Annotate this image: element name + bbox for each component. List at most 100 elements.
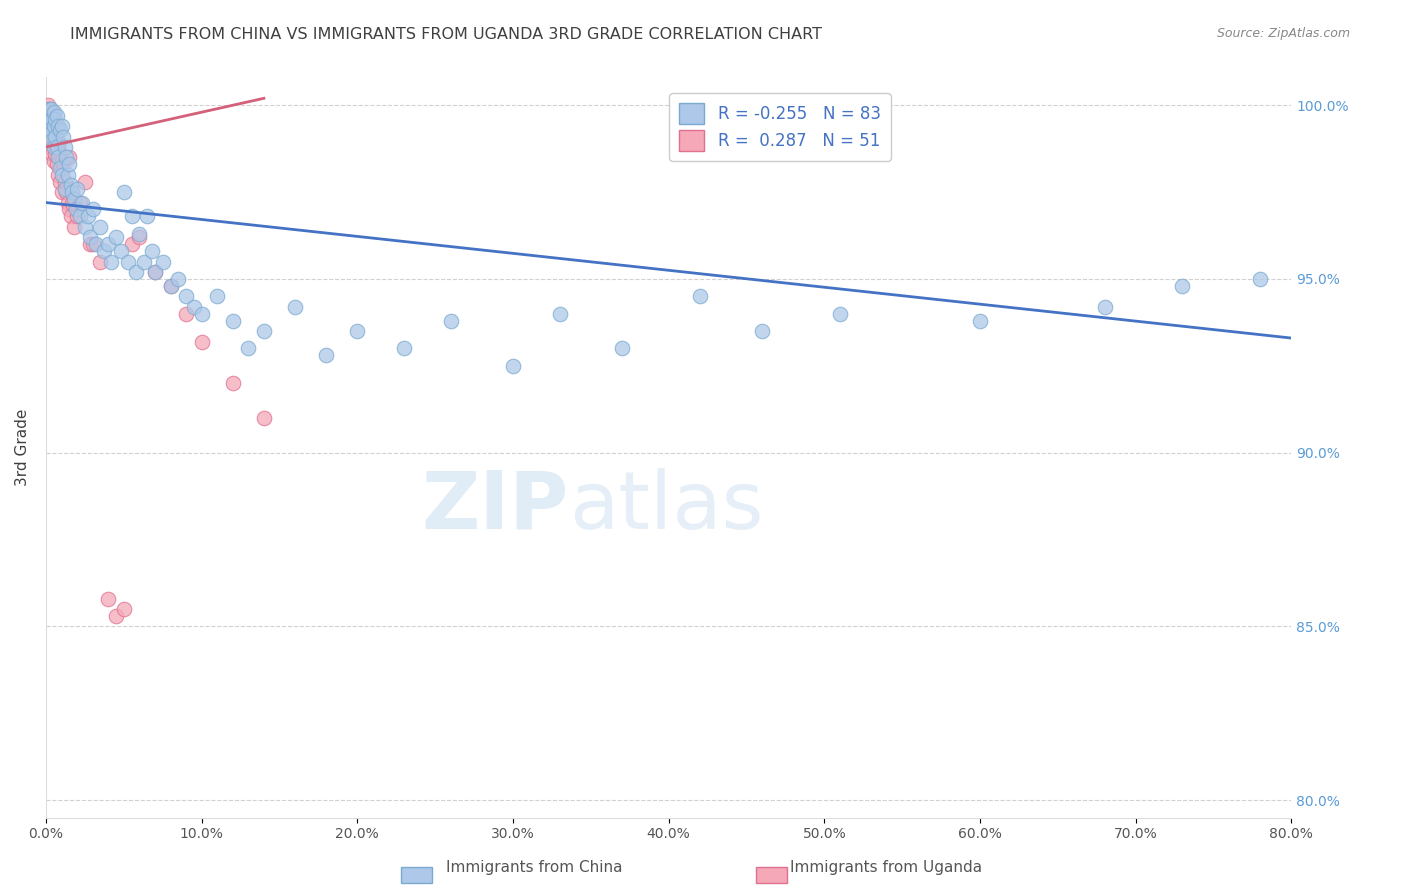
Point bbox=[93, 244, 115, 259]
Point bbox=[44, 129, 66, 144]
Point bbox=[82, 237, 104, 252]
Point bbox=[44, 112, 66, 127]
Point bbox=[190, 307, 212, 321]
Point bbox=[828, 307, 851, 321]
Point bbox=[62, 195, 84, 210]
Point bbox=[65, 202, 87, 217]
Point bbox=[59, 178, 82, 193]
Legend: R = -0.255   N = 83, R =  0.287   N = 51: R = -0.255 N = 83, R = 0.287 N = 51 bbox=[669, 93, 891, 161]
Point bbox=[97, 591, 120, 606]
Point bbox=[136, 210, 159, 224]
Point bbox=[53, 140, 76, 154]
Text: IMMIGRANTS FROM CHINA VS IMMIGRANTS FROM UGANDA 3RD GRADE CORRELATION CHART: IMMIGRANTS FROM CHINA VS IMMIGRANTS FROM… bbox=[70, 27, 823, 42]
Point bbox=[49, 175, 72, 189]
Point bbox=[55, 150, 77, 164]
Point bbox=[53, 175, 76, 189]
Point bbox=[41, 147, 63, 161]
Point bbox=[141, 244, 163, 259]
Point bbox=[48, 140, 70, 154]
Point bbox=[69, 195, 91, 210]
Point bbox=[38, 122, 60, 136]
Point bbox=[37, 98, 59, 112]
Point bbox=[253, 324, 276, 338]
Point bbox=[159, 279, 181, 293]
Y-axis label: 3rd Grade: 3rd Grade bbox=[15, 409, 30, 486]
Point bbox=[159, 279, 181, 293]
Point bbox=[39, 126, 62, 140]
Point bbox=[125, 265, 148, 279]
Point bbox=[143, 265, 166, 279]
Point bbox=[969, 314, 991, 328]
Point bbox=[82, 202, 104, 217]
Point bbox=[1312, 265, 1334, 279]
Point bbox=[121, 210, 143, 224]
Point bbox=[112, 185, 135, 199]
Point bbox=[38, 112, 60, 127]
Point bbox=[51, 185, 73, 199]
Point bbox=[222, 376, 245, 391]
Point bbox=[42, 140, 65, 154]
Point bbox=[548, 307, 571, 321]
Text: ZIP: ZIP bbox=[422, 467, 569, 546]
Point bbox=[1249, 272, 1271, 286]
Point bbox=[89, 219, 111, 234]
Point bbox=[105, 230, 128, 244]
Point bbox=[73, 175, 96, 189]
Point bbox=[128, 230, 150, 244]
Text: Immigrants from Uganda: Immigrants from Uganda bbox=[790, 861, 981, 875]
Point bbox=[63, 219, 86, 234]
Text: Source: ZipAtlas.com: Source: ZipAtlas.com bbox=[1216, 27, 1350, 40]
Point bbox=[52, 161, 75, 175]
Point bbox=[70, 195, 93, 210]
Point bbox=[45, 133, 67, 147]
Point bbox=[42, 133, 65, 147]
Point bbox=[89, 254, 111, 268]
Point bbox=[100, 254, 122, 268]
Point bbox=[1171, 279, 1194, 293]
Point bbox=[751, 324, 773, 338]
Point bbox=[143, 265, 166, 279]
Point bbox=[69, 210, 91, 224]
Point bbox=[38, 102, 60, 116]
Point bbox=[77, 210, 100, 224]
Point bbox=[97, 237, 120, 252]
Point bbox=[48, 168, 70, 182]
Point bbox=[205, 289, 228, 303]
Point bbox=[42, 119, 65, 133]
Point bbox=[44, 126, 66, 140]
Point bbox=[62, 185, 84, 199]
Point bbox=[38, 109, 60, 123]
Point bbox=[502, 359, 524, 373]
Point bbox=[222, 314, 245, 328]
Point bbox=[63, 192, 86, 206]
Point bbox=[49, 122, 72, 136]
Point bbox=[53, 181, 76, 195]
Point bbox=[39, 105, 62, 120]
Point bbox=[174, 289, 197, 303]
Point bbox=[48, 150, 70, 164]
Point bbox=[121, 237, 143, 252]
Point bbox=[79, 230, 101, 244]
Point bbox=[284, 300, 307, 314]
Point bbox=[253, 411, 276, 425]
Point bbox=[610, 342, 633, 356]
Point bbox=[45, 109, 67, 123]
Point bbox=[45, 140, 67, 154]
Point bbox=[84, 237, 107, 252]
Point bbox=[48, 119, 70, 133]
Point bbox=[42, 153, 65, 168]
Point bbox=[183, 300, 205, 314]
Point bbox=[37, 119, 59, 133]
Point bbox=[112, 602, 135, 616]
Point bbox=[41, 112, 63, 127]
Point bbox=[66, 181, 89, 195]
Point bbox=[41, 126, 63, 140]
Point bbox=[45, 157, 67, 171]
Point bbox=[49, 161, 72, 175]
Point bbox=[38, 133, 60, 147]
Point bbox=[128, 227, 150, 241]
Point bbox=[49, 147, 72, 161]
Point bbox=[39, 119, 62, 133]
Point bbox=[39, 140, 62, 154]
Point bbox=[1094, 300, 1116, 314]
